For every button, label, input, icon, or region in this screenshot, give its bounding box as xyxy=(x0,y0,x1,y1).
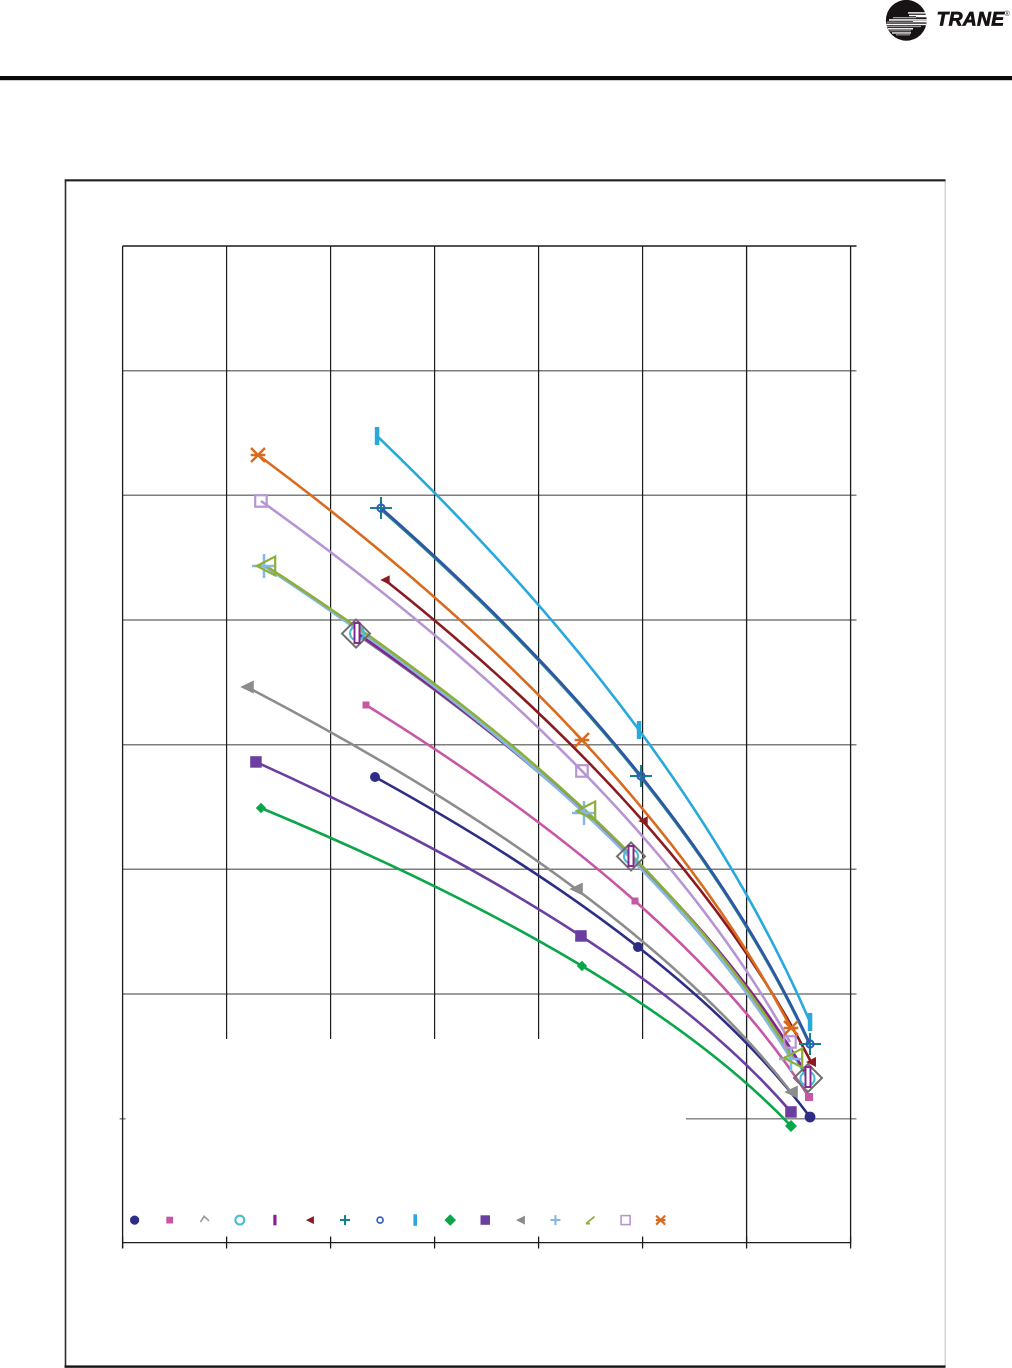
svg-text:TRANE: TRANE xyxy=(937,10,1006,31)
svg-text:®: ® xyxy=(1005,10,1011,18)
